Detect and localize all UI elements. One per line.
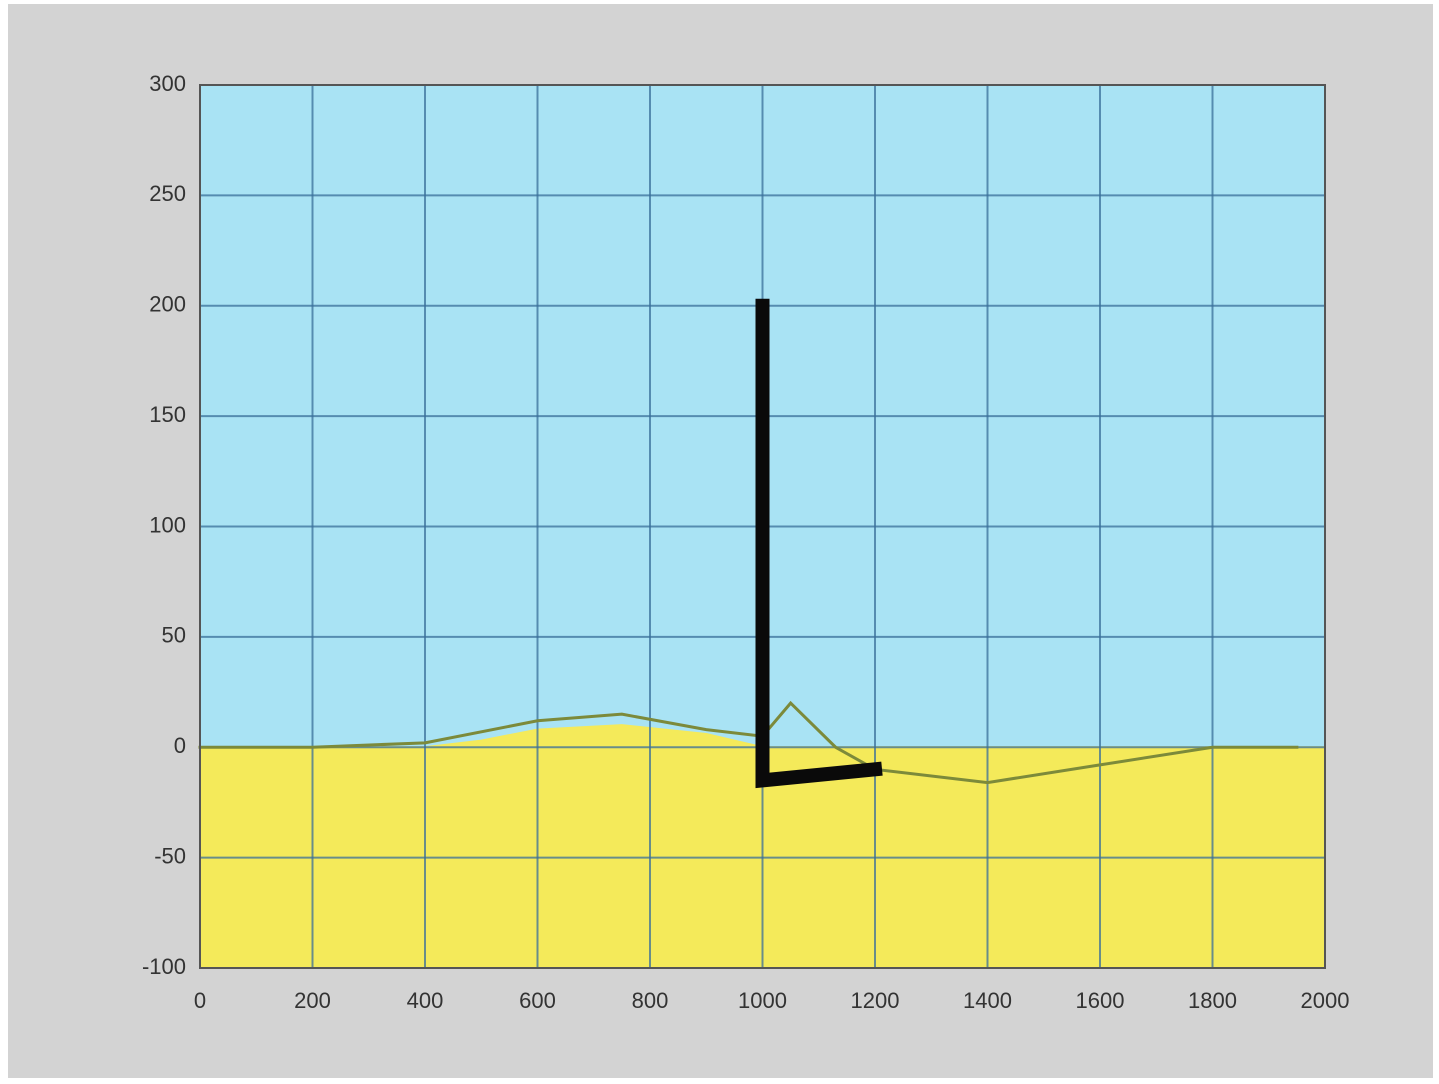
x-tick-label: 1200 — [851, 988, 900, 1013]
y-tick-label: 300 — [149, 71, 186, 96]
x-tick-label: 0 — [194, 988, 206, 1013]
y-tick-label: 50 — [162, 623, 186, 648]
x-tick-label: 800 — [632, 988, 669, 1013]
x-tick-label: 1400 — [963, 988, 1012, 1013]
x-tick-label: 2000 — [1301, 988, 1350, 1013]
y-tick-label: 250 — [149, 181, 186, 206]
x-tick-label: 400 — [407, 988, 444, 1013]
chart: -100 -50 0 50 100 150 200 250 300 0 200 400 600 800 10… — [0, 0, 1439, 1084]
x-tick-label: 1000 — [738, 988, 787, 1013]
y-tick-label: 0 — [174, 733, 186, 758]
x-tick-label: 200 — [294, 988, 331, 1013]
y-tick-label: -50 — [154, 843, 186, 868]
x-tick-label: 1800 — [1188, 988, 1237, 1013]
y-tick-label: 100 — [149, 512, 186, 537]
y-tick-label: -100 — [142, 954, 186, 979]
page: {"chart_data": {"type": "line", "xlim": … — [0, 0, 1439, 1084]
x-tick-label: 1600 — [1076, 988, 1125, 1013]
x-tick-label: 600 — [519, 988, 556, 1013]
y-tick-label: 200 — [149, 292, 186, 317]
y-tick-label: 150 — [149, 402, 186, 427]
